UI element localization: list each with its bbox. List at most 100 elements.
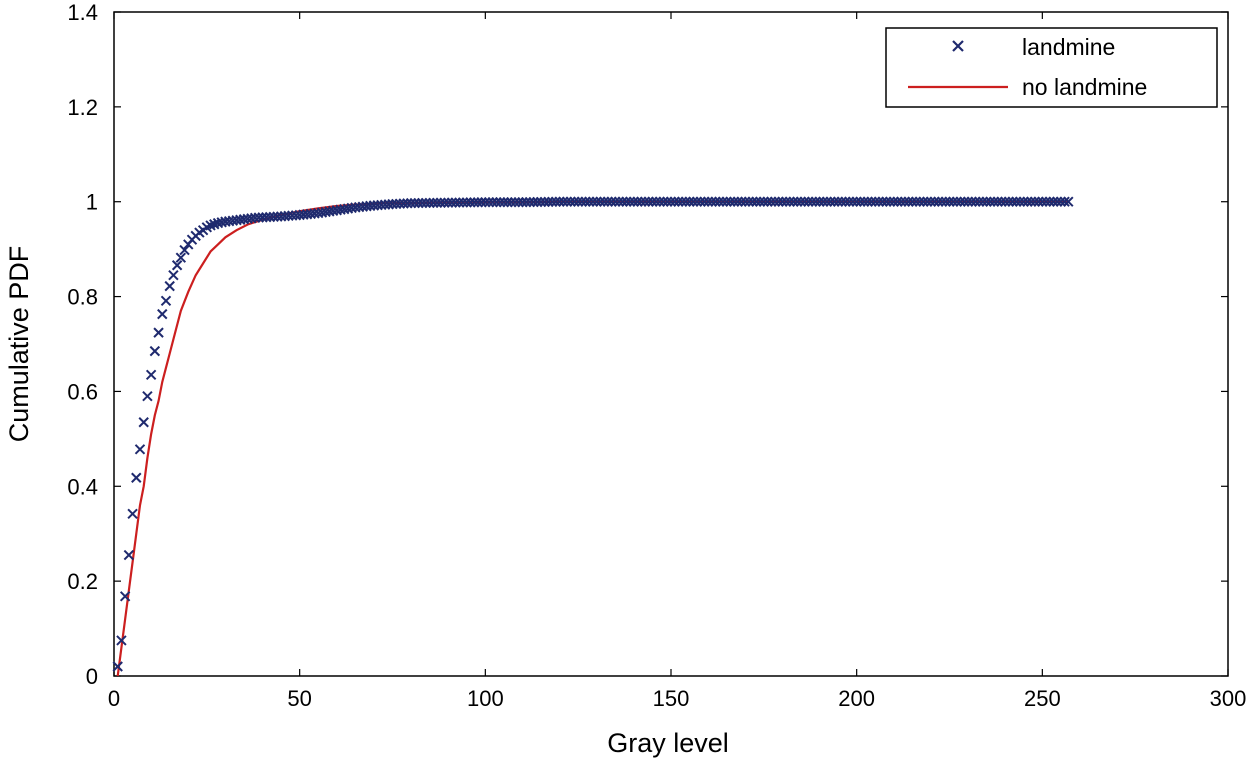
data-point-landmine: [873, 196, 885, 207]
data-point-landmine: [862, 196, 874, 207]
data-point-landmine: [665, 196, 677, 207]
data-point-landmine: [502, 196, 513, 208]
data-point-landmine: [142, 390, 153, 402]
data-point-landmine: [929, 196, 940, 207]
series-line-no-landmine: [116, 200, 1069, 677]
data-point-landmine: [164, 280, 175, 292]
data-point-landmine: [814, 196, 825, 207]
data-point-landmine: [498, 196, 510, 208]
data-point-landmine: [491, 196, 502, 208]
legend-marker-landmine: [952, 40, 964, 52]
data-point-landmine: [179, 244, 190, 256]
data-point-landmine: [624, 196, 636, 207]
data-point-landmine: [966, 196, 977, 207]
data-point-landmine: [584, 196, 595, 207]
data-point-landmine: [595, 196, 606, 207]
data-point-landmine: [844, 196, 855, 207]
data-point-landmine: [680, 196, 692, 207]
data-point-landmine: [951, 196, 963, 207]
data-point-landmine: [818, 196, 829, 207]
data-point-landmine: [688, 196, 699, 207]
data-point-landmine: [955, 196, 966, 207]
data-point-landmine: [851, 196, 862, 207]
data-point-landmine: [959, 196, 970, 207]
data-point-landmine: [940, 196, 951, 207]
data-point-landmine: [717, 196, 729, 207]
data-point-landmine: [840, 196, 851, 207]
data-point-landmine: [732, 196, 744, 207]
plot-frame: [113, 11, 1229, 677]
data-point-landmine: [506, 196, 517, 208]
x-axis-label: Gray level: [607, 728, 729, 758]
data-point-landmine: [858, 196, 870, 207]
legend-label-no-landmine: no landmine: [1022, 74, 1147, 100]
data-point-landmine: [565, 196, 576, 207]
data-point-landmine: [628, 196, 640, 207]
data-point-landmine: [1063, 196, 1074, 207]
data-point-landmine: [558, 196, 569, 207]
data-point-landmine: [1040, 196, 1052, 207]
data-point-landmine: [483, 196, 495, 208]
y-axis-label: Cumulative PDF: [4, 246, 34, 443]
data-point-landmine: [1051, 196, 1063, 207]
data-point-landmine: [944, 196, 955, 207]
data-point-landmine: [145, 369, 157, 381]
data-point-landmine: [973, 196, 985, 207]
data-point-landmine: [509, 196, 521, 208]
data-point-landmine: [636, 196, 647, 207]
data-point-landmine: [127, 508, 138, 520]
data-point-landmine: [598, 196, 610, 207]
y-tick-label: 0.2: [67, 569, 98, 594]
data-point-landmine: [795, 196, 807, 207]
data-point-landmine: [992, 196, 1003, 207]
data-point-landmine: [654, 196, 666, 207]
data-point-landmine: [572, 196, 584, 207]
x-tick-label: 200: [838, 686, 875, 711]
data-point-landmine: [877, 196, 888, 207]
data-point-landmine: [134, 444, 146, 455]
legend-box: [885, 27, 1218, 108]
data-point-landmine: [669, 196, 680, 207]
data-point-landmine: [1022, 196, 1033, 207]
tick-layer: 0 50 100 150 200 250 300 0 0.2 0.4 0.6 0.8 1 1.2 1.4: [67, 0, 1246, 711]
data-point-landmine: [576, 196, 588, 207]
data-point-landmine: [977, 196, 989, 207]
data-point-landmine: [602, 196, 614, 207]
data-point-landmine: [561, 196, 573, 207]
y-tick-label: 1.2: [67, 95, 98, 120]
data-point-landmine: [740, 196, 751, 207]
data-point-landmine: [487, 196, 498, 208]
data-point-landmine: [870, 196, 881, 207]
data-point-landmine: [766, 196, 777, 207]
data-point-landmine: [788, 196, 799, 207]
data-point-landmine: [695, 196, 706, 207]
data-point-landmine: [985, 196, 996, 207]
data-point-landmine: [480, 196, 491, 208]
data-point-landmine: [896, 196, 907, 207]
data-point-landmine: [702, 196, 714, 207]
data-point-landmine: [881, 196, 892, 207]
x-tick-label: 150: [653, 686, 690, 711]
data-point-landmine: [494, 196, 506, 208]
data-point-landmine: [780, 196, 792, 207]
data-point-landmine: [918, 196, 929, 207]
data-point-landmine: [1018, 196, 1029, 207]
x-tick-label: 300: [1210, 686, 1247, 711]
legend-label-landmine: landmine: [1022, 34, 1115, 60]
y-tick-label: 0: [86, 664, 98, 689]
data-point-landmine: [606, 196, 617, 207]
data-point-landmine: [639, 196, 651, 207]
data-point-landmine: [784, 196, 796, 207]
data-point-landmine: [948, 196, 959, 207]
data-point-landmine: [762, 196, 773, 207]
data-point-landmine: [736, 196, 747, 207]
data-point-landmine: [914, 196, 926, 207]
y-tick-label: 1: [86, 190, 98, 215]
y-tick-label: 1.4: [67, 0, 98, 25]
data-point-landmine: [1048, 196, 1059, 207]
data-point-landmine: [829, 196, 840, 207]
data-point-landmine: [149, 345, 161, 357]
data-point-landmine: [171, 260, 183, 271]
